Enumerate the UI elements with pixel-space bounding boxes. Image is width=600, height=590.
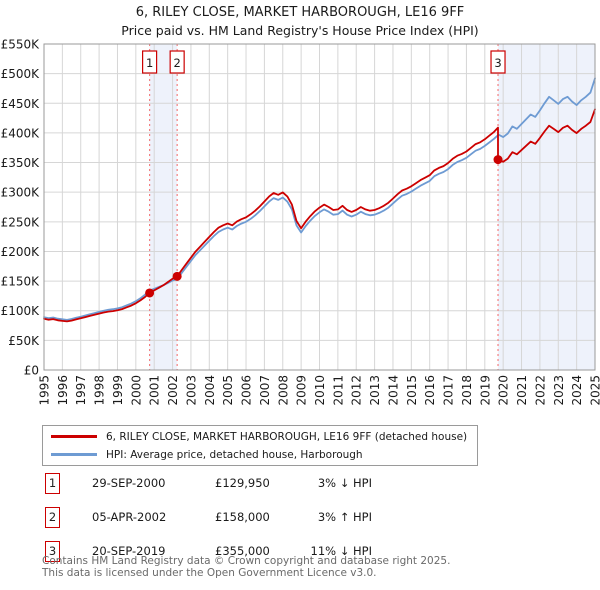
chart-svg: 1 2 3 £0 £50K £100K £150K £200K £250K £300K £350K £… — [1, 38, 600, 406]
x-tick-label: 2020 — [497, 375, 511, 406]
sale-marker-number: 3 — [494, 56, 501, 70]
x-tick-label: 2001 — [148, 375, 162, 406]
transaction-2-hpi-delta: 3% ↑ HPI — [317, 510, 372, 524]
x-tick-label: 2010 — [313, 375, 327, 406]
copyright-line-2: This data is licensed under the Open Gov… — [42, 566, 377, 579]
legend-label-hpi: HPI: Average price, detached house, Harb… — [106, 448, 363, 461]
y-tick-label: £300K — [1, 186, 41, 200]
x-tick-label: 1999 — [111, 375, 125, 406]
y-tick-label: £250K — [1, 215, 41, 229]
x-tick-label: 2024 — [570, 375, 584, 406]
x-tick-label: 2014 — [386, 375, 400, 406]
transaction-row-1: 1 29-SEP-2000 £129,950 3% ↓ HPI — [0, 473, 600, 497]
x-tick-label: 2000 — [129, 375, 143, 406]
y-tick-label: £400K — [1, 126, 41, 140]
sale-marker-number: 1 — [146, 56, 153, 70]
x-tick-label: 2023 — [552, 375, 566, 406]
y-tick-label: £450K — [1, 97, 41, 111]
legend-entry-hpi: HPI: Average price, detached house, Harb… — [43, 447, 477, 462]
sale-marker-number: 2 — [173, 56, 180, 70]
transaction-3-price: £355,000 — [215, 544, 270, 558]
x-tick-label: 1998 — [93, 375, 107, 406]
sale-dot — [172, 271, 182, 281]
x-tick-label: 1996 — [56, 375, 70, 406]
x-tick-label: 2009 — [295, 375, 309, 406]
sale-dot — [145, 288, 155, 298]
x-tick-label: 2007 — [258, 375, 272, 406]
transaction-1-marker: 1 — [45, 473, 60, 494]
price-chart: 1 2 3 £0 £50K £100K £150K £200K £250K £300K £350K £… — [1, 38, 600, 406]
transaction-2-price: £158,000 — [215, 510, 270, 524]
x-tick-label: 2025 — [589, 375, 600, 406]
x-tick-label: 1995 — [38, 375, 52, 406]
x-tick-label: 2018 — [460, 375, 474, 406]
page-title: 6, RILEY CLOSE, MARKET HARBOROUGH, LE16 … — [135, 5, 465, 20]
highlight-band — [498, 44, 595, 370]
y-tick-label: £350K — [1, 156, 41, 170]
x-tick-label: 2011 — [331, 375, 345, 406]
y-tick-label: £100K — [1, 304, 41, 318]
x-tick-label: 2016 — [423, 375, 437, 406]
x-tick-label: 2015 — [405, 375, 419, 406]
transaction-3-date: 20-SEP-2019 — [92, 544, 166, 558]
x-tick-label: 2017 — [442, 375, 456, 406]
sale-dot — [493, 155, 503, 165]
x-tick-label: 2019 — [478, 375, 492, 406]
hpi-line-swatch — [51, 453, 97, 456]
transaction-1-price: £129,950 — [215, 476, 270, 490]
x-tick-label: 2013 — [368, 375, 382, 406]
transaction-row-2: 2 05-APR-2002 £158,000 3% ↑ HPI — [0, 507, 600, 531]
legend-entry-price: 6, RILEY CLOSE, MARKET HARBOROUGH, LE16 … — [43, 429, 477, 444]
transaction-2-date: 05-APR-2002 — [92, 510, 167, 524]
transaction-row-3: 3 20-SEP-2019 £355,000 11% ↓ HPI — [0, 541, 600, 565]
y-tick-label: £50K — [8, 334, 40, 348]
x-tick-label: 2008 — [276, 375, 290, 406]
x-tick-label: 2012 — [350, 375, 364, 406]
copyright-line-1: Contains HM Land Registry data © Crown c… — [42, 555, 451, 567]
y-tick-label: £500K — [1, 67, 41, 81]
transaction-1-date: 29-SEP-2000 — [92, 476, 166, 490]
y-tick-label: £0 — [24, 364, 39, 378]
x-tick-label: 2005 — [221, 375, 235, 406]
y-tick-label: £150K — [1, 275, 41, 289]
hpi-line — [43, 77, 596, 321]
x-tick-label: 2021 — [515, 375, 529, 406]
page-subtitle: Price paid vs. HM Land Registry's House … — [121, 23, 479, 38]
plot-border — [43, 43, 596, 371]
legend-label-price: 6, RILEY CLOSE, MARKET HARBOROUGH, LE16 … — [106, 430, 468, 443]
x-tick-label: 2002 — [166, 375, 180, 406]
x-tick-label: 2003 — [184, 375, 198, 406]
transaction-3-hpi-delta: 11% ↓ HPI — [310, 544, 372, 558]
transaction-2-marker: 2 — [45, 507, 60, 528]
y-tick-label: £200K — [1, 245, 41, 259]
transaction-3-marker: 3 — [45, 541, 60, 562]
price-line-swatch — [51, 435, 97, 438]
sale-marker-box — [490, 50, 506, 74]
x-tick-label: 2004 — [203, 375, 217, 406]
x-tick-label: 2006 — [240, 375, 254, 406]
x-tick-label: 2022 — [533, 375, 547, 406]
chart-legend: 6, RILEY CLOSE, MARKET HARBOROUGH, LE16 … — [42, 425, 478, 466]
sale-marker-box — [142, 50, 158, 74]
y-tick-label: £550K — [1, 38, 41, 52]
copyright-notice: Contains HM Land Registry data © Crown c… — [42, 555, 592, 579]
transaction-1-hpi-delta: 3% ↓ HPI — [317, 476, 372, 490]
x-tick-label: 1997 — [74, 375, 88, 406]
sale-marker-box — [169, 50, 185, 74]
